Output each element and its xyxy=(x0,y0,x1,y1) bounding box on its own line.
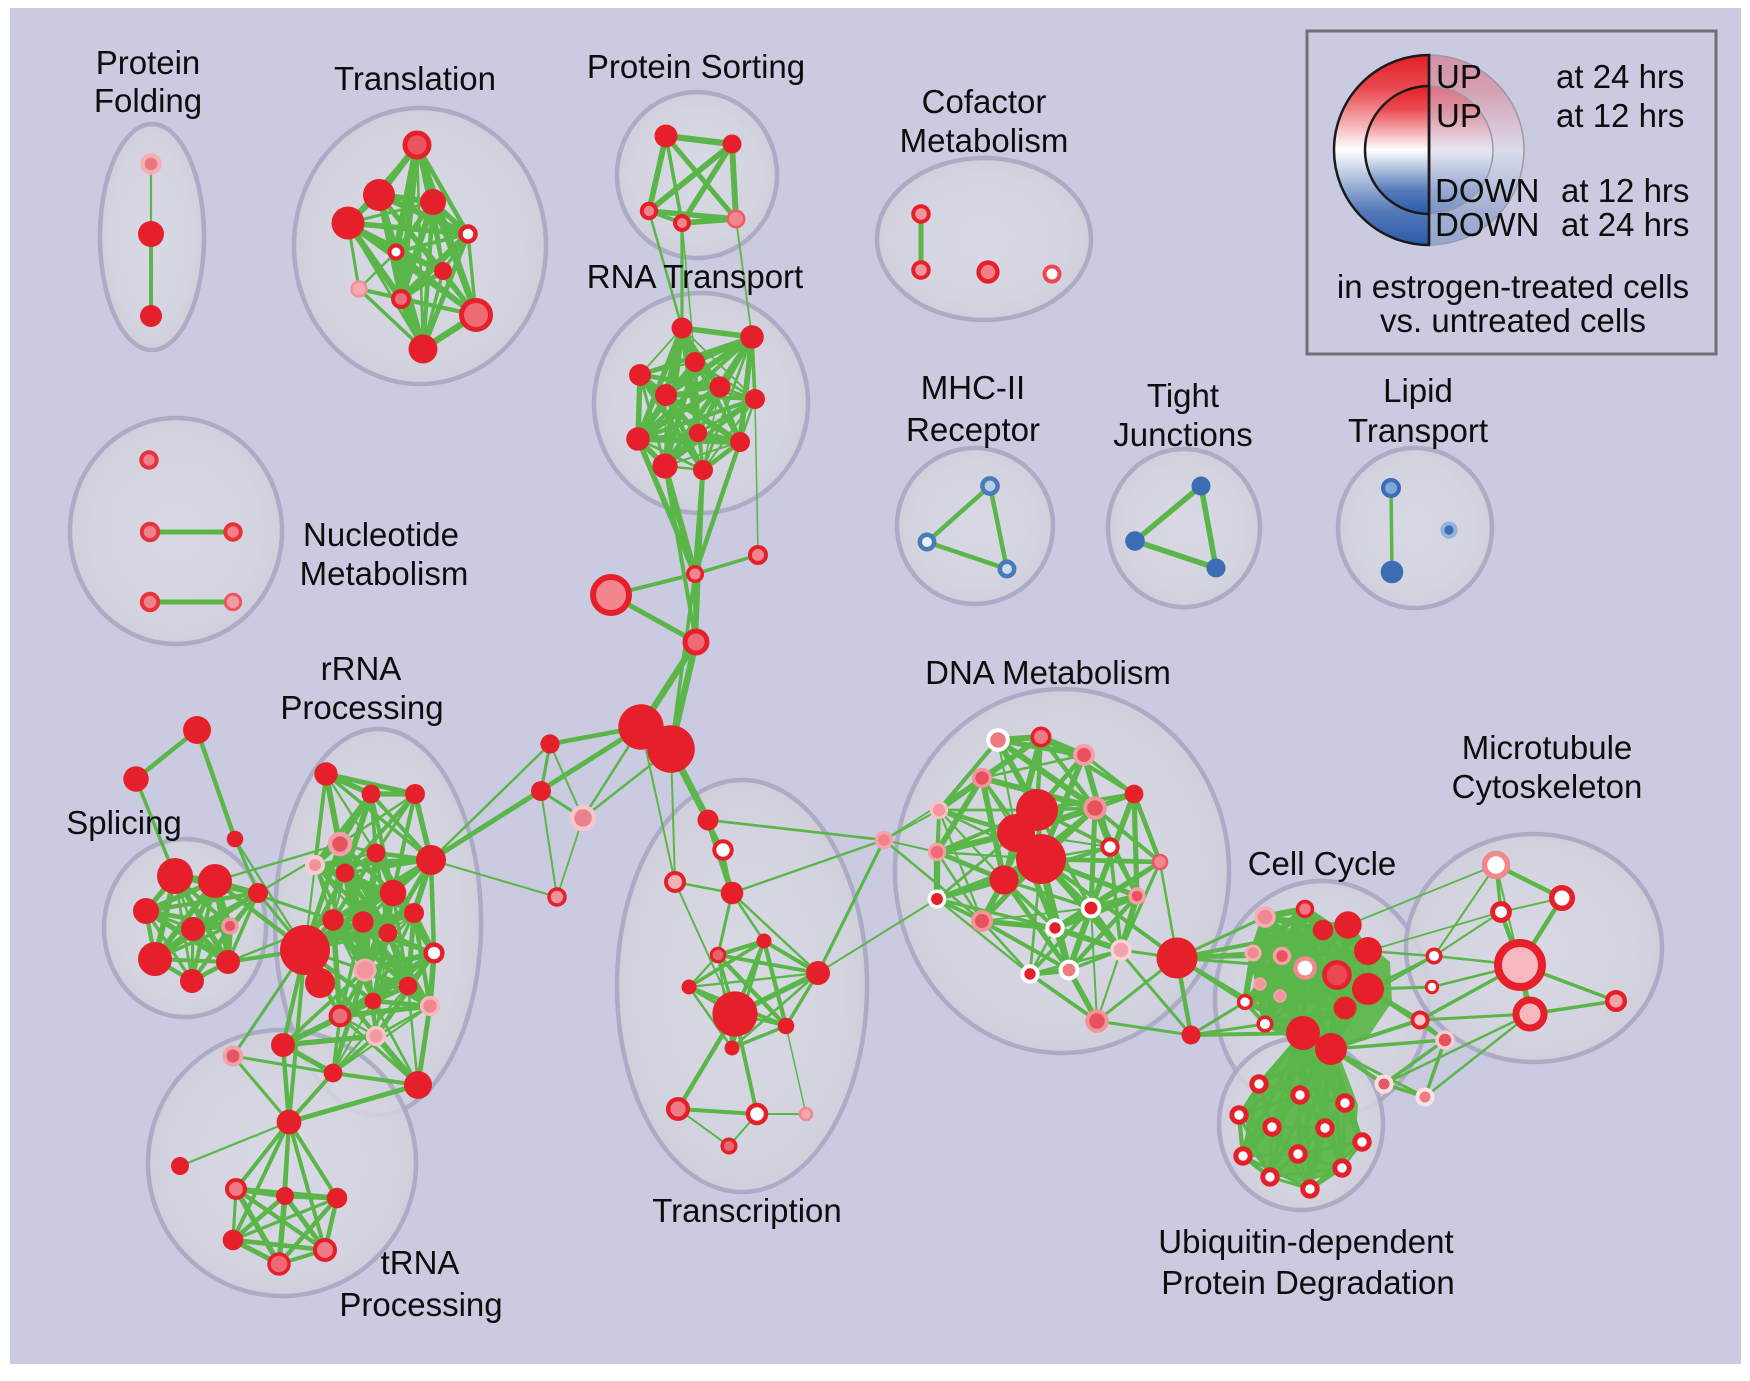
svg-text:Protein: Protein xyxy=(96,44,201,81)
svg-text:at 12 hrs: at 12 hrs xyxy=(1561,172,1689,209)
svg-text:DOWN: DOWN xyxy=(1435,172,1539,209)
svg-text:Transport: Transport xyxy=(1348,412,1488,449)
svg-text:Junctions: Junctions xyxy=(1113,416,1252,453)
svg-text:Splicing: Splicing xyxy=(66,804,182,841)
svg-text:DOWN: DOWN xyxy=(1435,206,1539,243)
svg-text:Cofactor: Cofactor xyxy=(922,83,1047,120)
svg-text:Lipid: Lipid xyxy=(1383,372,1453,409)
svg-text:RNA Transport: RNA Transport xyxy=(587,258,803,295)
svg-text:UP: UP xyxy=(1436,58,1482,95)
svg-text:DNA Metabolism: DNA Metabolism xyxy=(925,654,1171,691)
svg-text:Translation: Translation xyxy=(334,60,496,97)
svg-text:Microtubule: Microtubule xyxy=(1462,729,1633,766)
svg-text:Protein Sorting: Protein Sorting xyxy=(587,48,805,85)
svg-text:Ubiquitin-dependent: Ubiquitin-dependent xyxy=(1158,1223,1453,1260)
svg-text:Cell Cycle: Cell Cycle xyxy=(1248,845,1397,882)
svg-text:Nucleotide: Nucleotide xyxy=(303,516,459,553)
svg-text:Folding: Folding xyxy=(94,82,202,119)
svg-text:UP: UP xyxy=(1436,97,1482,134)
svg-text:Cytoskeleton: Cytoskeleton xyxy=(1452,768,1643,805)
svg-text:at 24 hrs: at 24 hrs xyxy=(1561,206,1689,243)
svg-text:vs. untreated cells: vs. untreated cells xyxy=(1380,302,1646,339)
svg-text:Processing: Processing xyxy=(280,689,443,726)
svg-text:Tight: Tight xyxy=(1147,377,1219,414)
svg-text:in estrogen-treated cells: in estrogen-treated cells xyxy=(1337,268,1689,305)
svg-text:Transcription: Transcription xyxy=(652,1192,842,1229)
svg-text:at 24 hrs: at 24 hrs xyxy=(1556,58,1684,95)
svg-text:tRNA: tRNA xyxy=(381,1244,460,1281)
svg-text:Metabolism: Metabolism xyxy=(900,122,1069,159)
svg-text:rRNA: rRNA xyxy=(321,650,402,687)
svg-text:MHC-II: MHC-II xyxy=(921,369,1025,406)
svg-text:Protein Degradation: Protein Degradation xyxy=(1161,1264,1455,1301)
svg-text:Receptor: Receptor xyxy=(906,411,1040,448)
svg-text:Metabolism: Metabolism xyxy=(300,555,469,592)
svg-text:Processing: Processing xyxy=(339,1286,502,1323)
svg-text:at 12 hrs: at 12 hrs xyxy=(1556,97,1684,134)
